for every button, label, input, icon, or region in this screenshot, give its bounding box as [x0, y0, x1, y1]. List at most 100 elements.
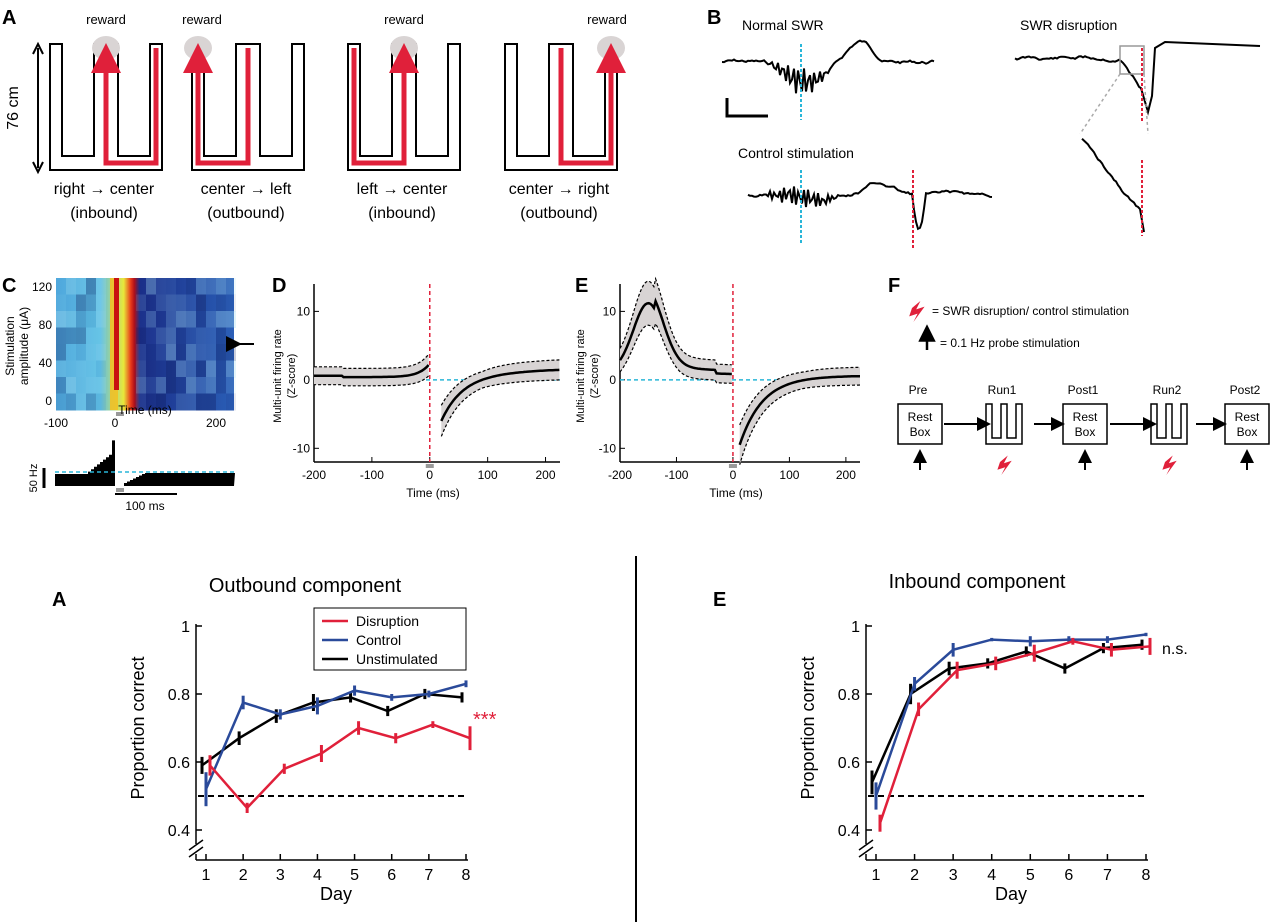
heat-cell	[136, 393, 146, 411]
lightning-icon	[1162, 455, 1177, 475]
trajectory-direction: (outbound)	[520, 205, 597, 222]
ytick-label: 0.4	[838, 823, 860, 840]
maze-2: reward center → left (outbound)	[182, 12, 305, 222]
heat-cell	[56, 393, 66, 411]
heat-cell	[206, 278, 216, 295]
histogram-bars	[55, 440, 235, 486]
panel-label-a: A	[2, 7, 16, 29]
heat-cell	[196, 278, 206, 295]
significance-label: ***	[473, 709, 497, 731]
ytick-label: 1	[851, 619, 860, 636]
stage-name: Post1	[1068, 383, 1099, 397]
control-stim-trace	[747, 182, 993, 231]
xtick-label: 1	[202, 867, 211, 884]
sem-upper	[314, 353, 430, 369]
reward-circle	[92, 36, 120, 60]
reward-circle	[390, 36, 418, 60]
c-rate-scale: 50 Hz	[28, 464, 40, 493]
chart-panel-label: A	[52, 589, 66, 611]
heat-cell	[196, 344, 206, 361]
heat-cell	[76, 278, 86, 295]
lfp-traces	[721, 39, 1261, 248]
heat-cell	[176, 294, 186, 312]
trajectory-label: center → right	[509, 181, 610, 198]
heat-cell	[156, 377, 166, 394]
rest-box-label-2: Box	[910, 425, 931, 439]
xtick-label: 3	[949, 867, 958, 884]
heat-cell	[196, 311, 206, 328]
panel-label-e-top: E	[575, 275, 588, 297]
xtick-label: 5	[350, 867, 359, 884]
heat-cell	[66, 278, 76, 295]
heat-cell	[136, 294, 146, 312]
stage-name: Run1	[988, 383, 1017, 397]
heat-cell	[166, 294, 176, 312]
sem-lower	[619, 322, 732, 384]
ytick-label: 0.4	[168, 823, 190, 840]
panel-b: B Normal SWR SWR disruption Control stim…	[707, 7, 1261, 248]
xtick-label: 6	[1064, 867, 1073, 884]
heat-cell	[86, 377, 96, 394]
c-ylabel-2: amplitude (μA)	[17, 307, 31, 385]
heat-cell	[86, 278, 96, 295]
heat-cell	[216, 394, 226, 411]
rest-box-label-1: Rest	[1073, 410, 1098, 424]
trajectory-path	[351, 43, 419, 166]
mean-trace	[738, 374, 860, 446]
heat-cell	[66, 344, 76, 361]
xtick-label: 1	[872, 867, 881, 884]
xtick-label: 100	[478, 468, 498, 482]
control-stim-title: Control stimulation	[738, 145, 854, 161]
inbound-chart: Inbound component E 0.4 0.6 0.8 1 1 2 3 4 5 6 7 8 Day P…	[713, 571, 1188, 904]
heat-row	[56, 360, 234, 378]
significance-label: n.s.	[1162, 641, 1188, 658]
series-line-unstimulated	[870, 643, 1143, 783]
d-plot: 100-10-200 -100 0 100 200	[293, 284, 560, 482]
heat-cell	[76, 393, 86, 411]
axis-break-icon	[858, 839, 874, 858]
heat-cell	[136, 360, 146, 378]
e-ylabel-1: Multi-unit firing rate	[575, 329, 587, 423]
heat-cell	[196, 294, 206, 312]
d-xlabel: Time (ms)	[406, 486, 460, 500]
c-ytick: 40	[39, 356, 53, 370]
heat-cell	[186, 311, 196, 328]
heat-cell	[226, 377, 236, 394]
ytick-label: 0	[303, 373, 310, 387]
heat-cell	[56, 360, 66, 378]
heat-cell	[96, 327, 106, 345]
axis-break-icon	[188, 839, 204, 858]
panel-d: D Multi-unit firing rate (Z-score) 100-1…	[272, 275, 560, 500]
xtick-label: 2	[910, 867, 919, 884]
sem-band	[441, 359, 560, 437]
heat-cell	[136, 327, 146, 345]
panel-label-f: F	[888, 275, 900, 297]
y-axis-label: Proportion correct	[798, 656, 818, 799]
ytick-label: 0.6	[838, 755, 860, 772]
d-ylabel-2: (Z-score)	[286, 354, 298, 399]
heat-cell	[186, 278, 196, 295]
trajectory-direction: (inbound)	[368, 205, 436, 222]
heat-cell	[66, 393, 76, 411]
heat-cell	[86, 344, 96, 361]
heat-cell	[226, 344, 236, 361]
normal-swr-title: Normal SWR	[742, 17, 824, 33]
f-legend-probe: = 0.1 Hz probe stimulation	[940, 336, 1080, 350]
heat-cell	[156, 393, 166, 411]
xtick-label: 7	[424, 867, 433, 884]
c-xtick: -100	[44, 416, 68, 430]
e-ylabel-2: (Z-score)	[589, 354, 601, 399]
rest-box-label-1: Rest	[1235, 410, 1260, 424]
outbound-chart: Outbound component A 0.4 0.6 0.8 1 1 2 3 4 5 6 7 8 Day…	[52, 575, 497, 904]
heat-cell	[146, 360, 156, 378]
heat-cell	[96, 294, 106, 312]
ytick-label: 0	[609, 373, 616, 387]
heat-cell	[136, 377, 146, 394]
sem-band	[620, 278, 732, 384]
heat-cell	[206, 327, 216, 345]
xtick-label: 2	[239, 867, 248, 884]
heat-cell	[66, 377, 76, 394]
heat-cell	[216, 327, 226, 345]
x-axis-label: Day	[995, 884, 1027, 904]
